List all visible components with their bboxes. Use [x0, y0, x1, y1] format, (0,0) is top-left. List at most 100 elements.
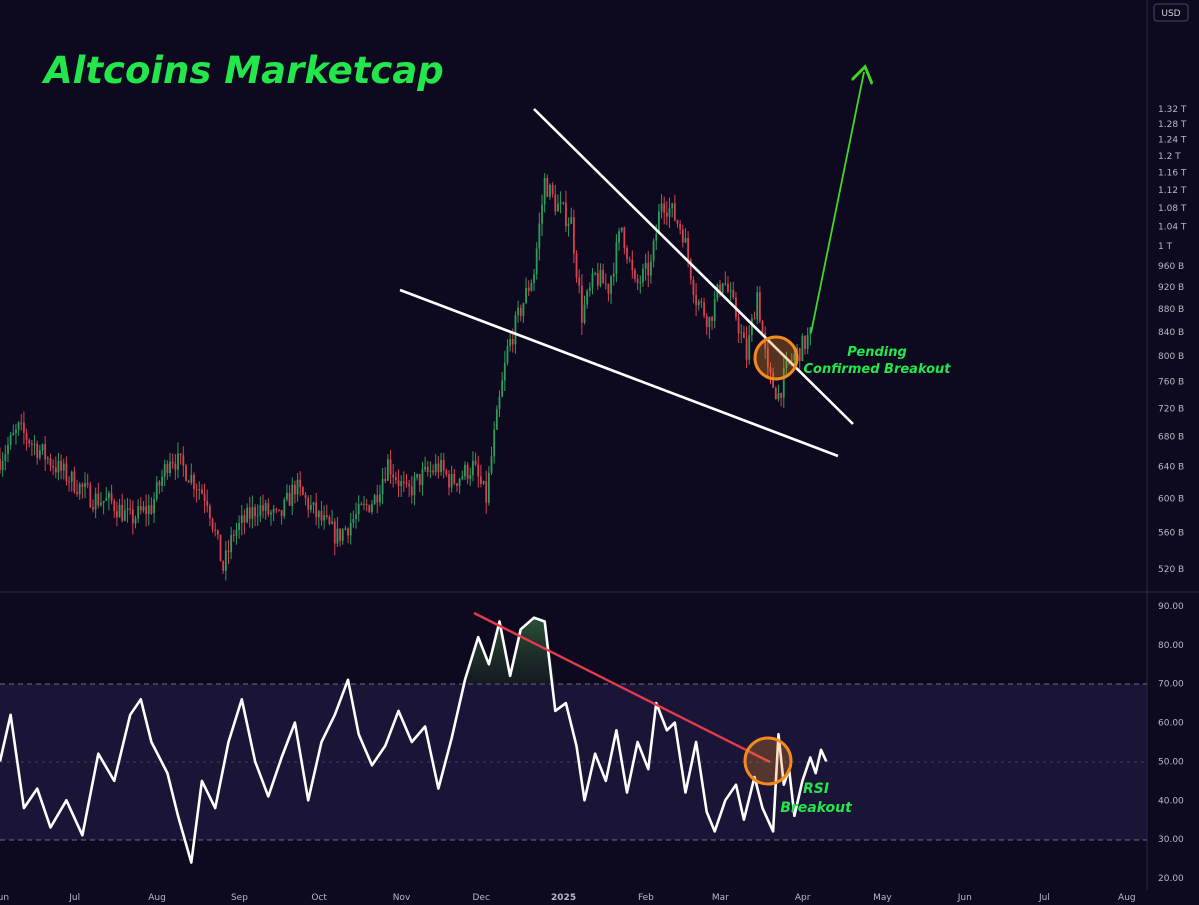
candle-body [137, 506, 140, 519]
currency-button[interactable] [1153, 3, 1189, 22]
time-tick-label: Oct [311, 893, 327, 903]
candle-body [379, 494, 381, 503]
candle-body [1, 461, 4, 471]
rsi-trendline [473, 611, 771, 764]
candle-body [554, 194, 557, 212]
candle-body [503, 362, 506, 381]
price-tick-label: 1 T [1158, 242, 1173, 252]
candle-body [466, 464, 469, 479]
price-tick-label: 520 B [1158, 565, 1184, 575]
candle-body [453, 473, 456, 484]
candle-body [94, 493, 97, 510]
candle-body [673, 203, 676, 221]
candle-body [243, 515, 246, 523]
candle-body [235, 529, 238, 536]
price-tick-label: 920 B [1158, 283, 1184, 293]
candle-body [341, 529, 344, 541]
candle-body [477, 464, 480, 477]
candle-body [437, 463, 440, 472]
candle-body [745, 338, 748, 360]
candle-body [339, 528, 341, 541]
candle-body [299, 479, 302, 488]
candle-body [413, 477, 416, 496]
candle-body [402, 481, 405, 483]
candle-body [440, 459, 442, 472]
candle-body [652, 240, 655, 262]
candle-body [493, 429, 496, 457]
candle-body [41, 444, 44, 451]
time-tick-label: Jun [957, 893, 972, 903]
candle-body [434, 463, 437, 473]
candle-body [660, 203, 663, 212]
candle-body [256, 515, 259, 517]
candle-body [97, 493, 100, 506]
candle-body [304, 494, 307, 499]
candle-body [84, 483, 86, 488]
price-tick-label: 600 B [1158, 494, 1184, 504]
candle-body [33, 443, 36, 445]
candle-body [432, 470, 434, 473]
candle-body [238, 523, 241, 530]
candle-body [203, 493, 206, 501]
candle-body [549, 184, 551, 197]
candle-body [227, 550, 230, 553]
candle-body [588, 287, 591, 291]
candle-body [713, 298, 716, 321]
candle-body [206, 500, 209, 507]
candle-body [232, 534, 235, 536]
candle-body [352, 519, 355, 523]
candle-body [410, 486, 413, 496]
rsi-axis: 90.00 80.00 70.00 60.00 50.00 40.00 30.00 20.00 [1158, 602, 1184, 884]
candle-body [12, 433, 15, 435]
candle-body [38, 450, 41, 458]
candle-body [357, 503, 360, 515]
candle-body [456, 483, 458, 486]
candle-body [756, 292, 759, 320]
candle-body [28, 440, 31, 444]
candle-body [219, 534, 222, 562]
candle-body [418, 474, 421, 485]
candle-body [73, 471, 76, 492]
candle-body [291, 484, 294, 506]
candle-body [517, 307, 519, 316]
candle-body [750, 318, 753, 336]
candle-body [262, 505, 264, 512]
candle-body [86, 483, 89, 485]
candle-body [376, 495, 379, 503]
candle-body [602, 269, 605, 284]
candle-body [397, 480, 400, 487]
candle-body [163, 464, 166, 477]
candle-body [785, 360, 788, 369]
wedge-upper-trendline [533, 108, 854, 425]
candle-body [599, 269, 602, 286]
candle-body [259, 505, 262, 516]
candle-body [134, 518, 137, 524]
rsi-tick-label: 40.00 [1158, 796, 1184, 806]
candle-body [644, 262, 647, 269]
candle-body [169, 461, 171, 474]
candle-body [724, 283, 727, 285]
candle-body [9, 434, 12, 446]
candle-body [570, 217, 573, 224]
time-tick-label: Feb [638, 893, 654, 903]
candle-body [177, 453, 179, 470]
time-tick-label: Nov [393, 893, 411, 903]
candle-body [604, 283, 607, 285]
time-tick-label: Sep [231, 893, 248, 903]
price-tick-label: 1.12 T [1158, 186, 1187, 196]
candle-body [100, 502, 102, 506]
candle-body [535, 248, 538, 275]
candle-body [254, 507, 256, 517]
candle-body [774, 387, 777, 400]
candle-body [92, 507, 94, 510]
candle-body [150, 505, 153, 514]
rsi-line [0, 616, 828, 864]
candle-body [679, 223, 682, 230]
candle-body [25, 432, 28, 441]
candle-body [650, 261, 652, 276]
candle-body [692, 279, 695, 295]
candle-body [474, 460, 477, 465]
candle-body [272, 509, 275, 513]
candle-body [190, 474, 193, 483]
